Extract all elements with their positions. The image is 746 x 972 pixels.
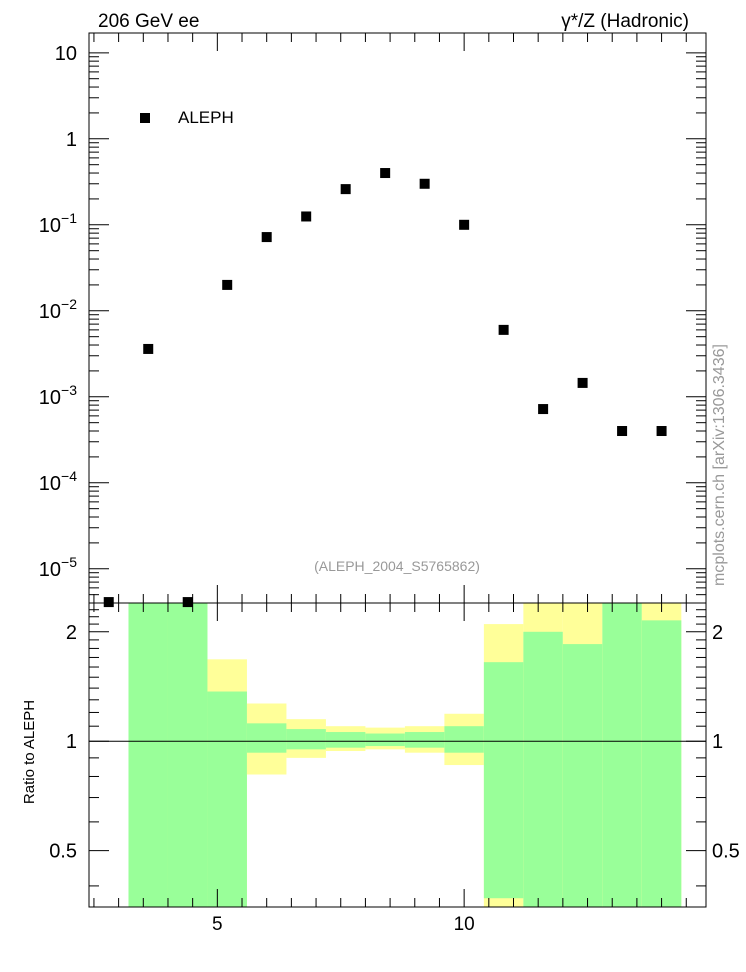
ratio-inner-band-8 [444, 726, 484, 753]
ratio-panel: 5 10 0.5 0.5 1 1 2 2 [49, 602, 740, 935]
data-point-7 [380, 168, 391, 179]
ratio-inner-band-3 [246, 723, 287, 753]
ratio-y-tick-label-right: 1 [712, 731, 723, 753]
ratio-inner-band-1 [167, 603, 208, 907]
main-y-tick-label: 1 [66, 129, 77, 151]
data-point-2 [182, 597, 193, 608]
data-point-13 [617, 426, 628, 437]
ratio-inner-band-0 [128, 603, 168, 907]
x-tick-label: 5 [212, 914, 223, 935]
legend-marker [140, 113, 150, 123]
main-y-tick-label: 10−1 [39, 210, 77, 237]
main-frame [88, 32, 707, 604]
x-tick-label: 10 [454, 914, 475, 935]
ratio-y-tick-label-left: 1 [66, 731, 77, 753]
data-point-1 [143, 343, 154, 354]
main-y-tick-label: 10−5 [39, 554, 77, 581]
ratio-inner-band-2 [207, 691, 247, 907]
ratio-inner-band-9 [483, 662, 524, 899]
ratio-y-axis-label: Ratio to ALEPH [21, 700, 38, 804]
legend-label: ALEPH [178, 108, 234, 127]
main-y-tick-label: 10−2 [39, 296, 77, 323]
ratio-inner-band-4 [286, 729, 326, 750]
side-credit-label: mcplots.cern.ch [arXiv:1306.3436] [711, 344, 728, 586]
data-point-0 [103, 597, 114, 608]
main-y-tick-label: 10 [55, 43, 77, 65]
ratio-inner-band-7 [404, 732, 445, 748]
main-y-tick-label: 10−4 [39, 468, 77, 495]
main-panel: 10 1 10−1 10−2 10−3 10−4 10−5 ALEPH [39, 32, 707, 608]
data-point-3 [222, 279, 233, 290]
header-left-label: 206 GeV ee [98, 11, 199, 32]
data-point-8 [419, 178, 430, 189]
data-point-11 [538, 404, 549, 415]
ratio-inner-band-13 [641, 620, 682, 907]
ratio-inner-band-11 [562, 644, 603, 907]
ratio-inner-band-10 [523, 631, 563, 907]
data-point-14 [656, 426, 667, 437]
main-y-tick-label: 10−3 [39, 382, 77, 409]
ratio-inner-band-6 [365, 733, 405, 747]
ratio-y-tick-label-right: 2 [712, 622, 723, 644]
analysis-tag: (ALEPH_2004_S5765862) [314, 558, 480, 574]
ratio-inner-band-5 [325, 732, 366, 748]
data-point-6 [340, 184, 351, 195]
ratio-inner-band-12 [602, 603, 642, 907]
header-right-label: γ*/Z (Hadronic) [561, 11, 689, 32]
data-point-4 [261, 232, 272, 243]
ratio-y-tick-label-right: 0.5 [712, 841, 740, 863]
data-point-10 [498, 324, 509, 335]
data-point-5 [301, 211, 312, 222]
data-point-9 [459, 219, 470, 230]
ratio-y-tick-label-left: 0.5 [49, 841, 77, 863]
data-point-12 [577, 377, 588, 388]
ratio-y-tick-label-left: 2 [66, 622, 77, 644]
